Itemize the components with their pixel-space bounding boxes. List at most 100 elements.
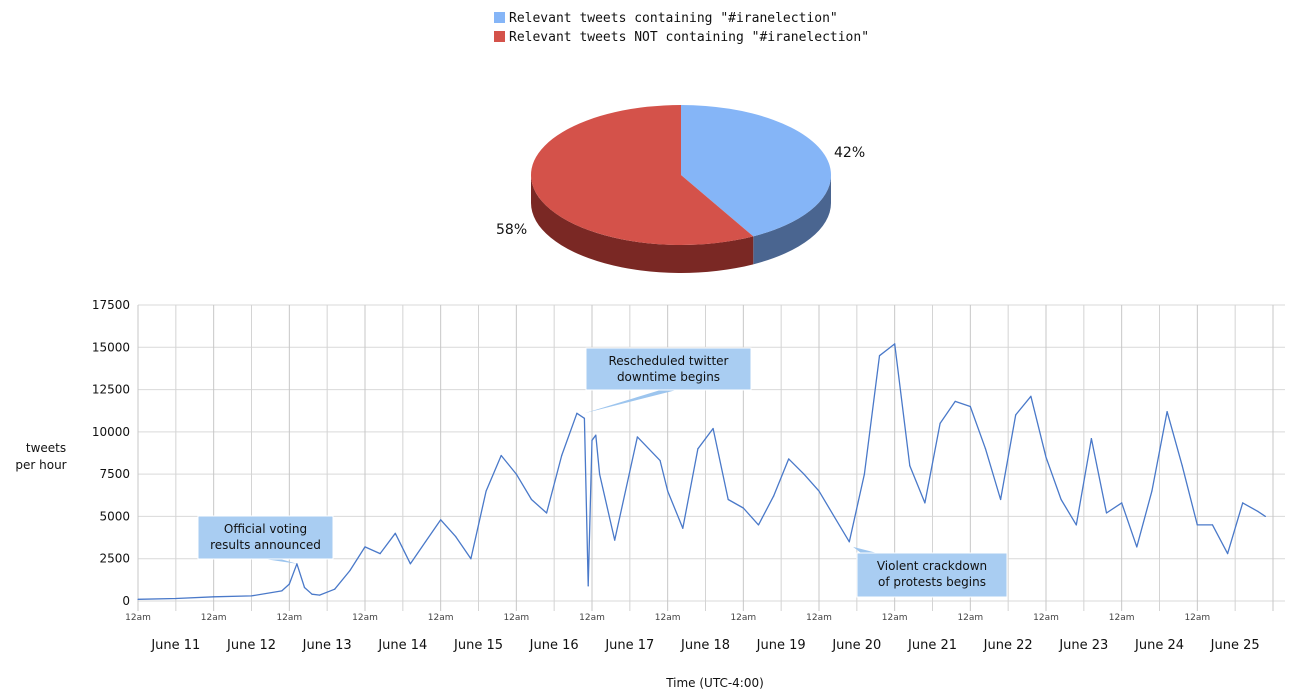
series-point [924, 502, 926, 504]
x-day-label: June 20 [831, 638, 881, 653]
callout-box [197, 515, 334, 560]
callout-box [585, 347, 752, 391]
series-point [1105, 512, 1108, 514]
series-point [530, 498, 533, 501]
x-day-label: June 22 [983, 638, 1033, 653]
series-point [1015, 414, 1017, 416]
series-point [659, 460, 661, 462]
callout-text: results announced [210, 538, 321, 552]
pie-slice-side [531, 175, 754, 273]
line-chart-series [137, 343, 1267, 600]
series-point [909, 465, 911, 467]
x-tick-12am: 12am [882, 613, 908, 623]
series-point [319, 594, 321, 596]
pie-slice [531, 105, 754, 245]
series-point [863, 473, 866, 475]
y-axis-title-line1: tweets [26, 441, 66, 455]
callout-text: Rescheduled twitter [609, 354, 729, 368]
series-point [470, 558, 472, 560]
series-point [515, 473, 517, 475]
legend-label: Relevant tweets containing "#iranelectio… [509, 11, 838, 26]
x-day-label: June 25 [1210, 638, 1260, 653]
x-day-label: June 13 [302, 638, 352, 653]
series-point [1075, 524, 1077, 526]
pie-slice [681, 105, 831, 237]
series-point [349, 569, 351, 572]
series-point [682, 527, 684, 529]
series-point [500, 454, 502, 457]
y-tick-label: 12500 [92, 383, 130, 397]
x-tick-12am: 12am [503, 613, 529, 623]
callout: Official voting results announced [197, 515, 334, 564]
series-point [742, 507, 744, 509]
series-point [712, 427, 714, 430]
x-tick-12am: 12am [806, 613, 832, 623]
series-point [587, 585, 589, 587]
series-point [303, 586, 306, 589]
series-point [379, 553, 381, 555]
callout-text: of protests begins [878, 575, 986, 589]
y-tick-label: 7500 [99, 467, 130, 481]
x-tick-12am: 12am [428, 613, 454, 623]
series-point [213, 596, 215, 598]
x-tick-12am: 12am [730, 613, 756, 623]
legend: Relevant tweets containing "#iranelectio… [494, 11, 869, 45]
x-tick-12am: 12am [125, 613, 151, 623]
series-point [591, 439, 593, 441]
callout-pointer [264, 559, 297, 564]
series-point [1181, 465, 1183, 467]
series-point [1060, 498, 1062, 501]
series-point [288, 583, 290, 585]
x-tick-12am: 12am [1033, 613, 1059, 623]
x-tick-12am: 12am [1109, 613, 1135, 623]
callout-text: Violent crackdown [877, 559, 987, 573]
callout-text: Official voting [224, 522, 307, 536]
series-point [636, 436, 639, 438]
x-tick-12am: 12am [579, 613, 605, 623]
x-day-label: June 24 [1134, 638, 1184, 653]
legend-swatch [494, 12, 505, 23]
x-tick-12am: 12am [655, 613, 681, 623]
series-point [546, 512, 548, 514]
x-day-label: June 11 [150, 638, 200, 653]
x-day-label: June 21 [907, 638, 957, 653]
series-point [1151, 490, 1153, 492]
series-point [1211, 524, 1214, 526]
x-day-label: June 18 [680, 638, 730, 653]
pie-slice-side [753, 175, 831, 265]
series-point [878, 355, 881, 357]
series-point [281, 590, 283, 592]
y-tick-label: 5000 [99, 509, 130, 523]
series-point [485, 490, 487, 492]
pie-label-not-containing: 58% [496, 222, 527, 238]
legend-swatch [494, 31, 505, 42]
series-point [1264, 515, 1267, 518]
series-point [697, 448, 699, 450]
y-axis-title-line2: per hour [15, 458, 66, 472]
series-point [969, 405, 971, 408]
y-tick-label: 2500 [99, 552, 130, 566]
callout-pointer [853, 546, 877, 553]
series-line [137, 343, 1266, 600]
series-point [788, 458, 790, 460]
x-day-label: June 23 [1058, 638, 1108, 653]
callout: Rescheduled twitter downtime begins [584, 347, 752, 414]
series-point [803, 473, 805, 475]
series-point [364, 546, 366, 548]
series-point [424, 541, 427, 543]
y-tick-label: 0 [122, 594, 130, 608]
series-point [1030, 395, 1032, 397]
series-point [727, 498, 729, 501]
series-point [334, 588, 336, 590]
series-point [576, 412, 578, 414]
callout-pointer [584, 390, 677, 414]
x-day-label: June 12 [226, 638, 276, 653]
series-point [1136, 546, 1138, 548]
series-point [1000, 498, 1002, 501]
callout-text: downtime begins [617, 370, 720, 384]
x-day-label: June 19 [756, 638, 806, 653]
series-point [583, 417, 586, 419]
series-point [833, 515, 835, 518]
series-point [1242, 502, 1244, 504]
